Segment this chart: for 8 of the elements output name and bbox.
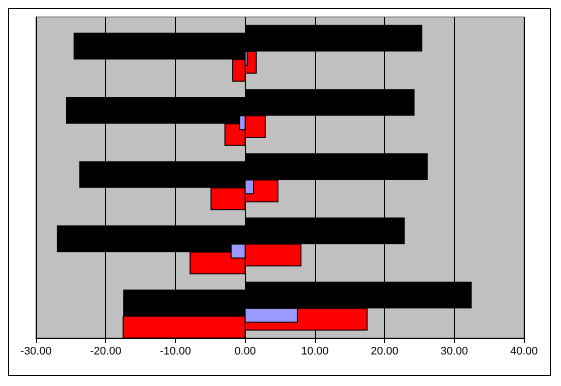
x-tick-label: 30.00 [440,346,468,358]
x-tick-label: 20.00 [370,346,398,358]
x-tick-label: -10.00 [160,346,192,358]
x-tick-label: 10.00 [301,346,329,358]
x-tick-label: 40.00 [510,346,538,358]
x-tick-label: -20.00 [90,346,122,358]
x-tick-label: 0.00 [234,346,256,358]
x-tick-label: -30.00 [20,346,52,358]
